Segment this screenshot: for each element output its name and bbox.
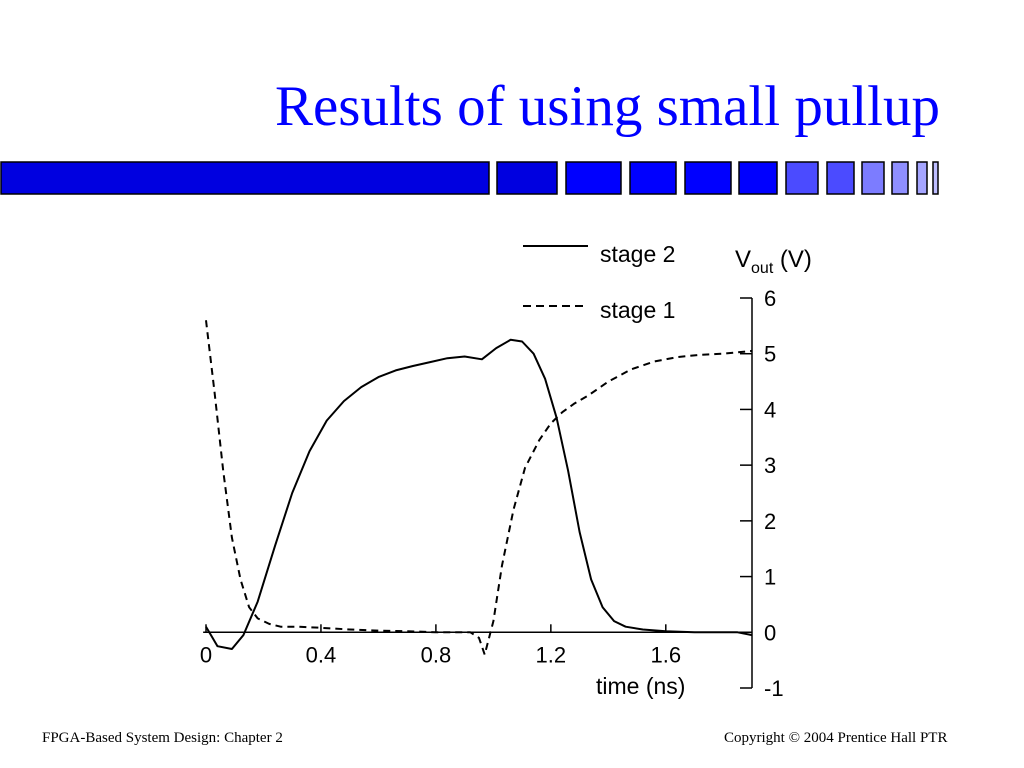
x-tick-label: 1.2 [536, 642, 567, 667]
title-bar-segment [932, 161, 939, 195]
y-axis-label: Vout (V) [735, 246, 812, 277]
y-tick-label: -1 [764, 676, 784, 701]
y-tick-label: 1 [764, 565, 776, 590]
y-tick-label: 3 [764, 453, 776, 478]
legend-label-stage-1: stage 1 [600, 297, 675, 323]
y-tick-label: 5 [764, 342, 776, 367]
title-bar-segment [861, 161, 885, 195]
title-bar-segment [891, 161, 909, 195]
series-line-stage-2 [205, 338, 753, 650]
title-bar-segment [826, 161, 855, 195]
y-axis-label-main: V [735, 246, 751, 273]
x-axis-label: time (ns) [596, 673, 685, 699]
x-tick-label: 0.4 [306, 642, 337, 667]
x-tick-label: 1.6 [650, 642, 681, 667]
title-bar-segment [496, 161, 558, 195]
decorative-title-bar [0, 161, 939, 195]
title-bar-segment [565, 161, 622, 195]
title-bar-segment [684, 161, 732, 195]
footer-right: Copyright © 2004 Prentice Hall PTR [724, 730, 948, 746]
title-bar-segment [916, 161, 928, 195]
title-bar-segment [738, 161, 778, 195]
y-tick-label: 4 [764, 397, 776, 422]
legend-label-stage-2: stage 2 [600, 241, 675, 267]
title-bar-segment [785, 161, 819, 195]
series-line-stage-1 [205, 320, 753, 656]
y-tick-label: 2 [764, 509, 776, 534]
y-axis-label-unit: (V) [773, 246, 812, 273]
y-tick-label: 6 [764, 286, 776, 311]
plot-area: -1 0 1 2 3 4 5 6 0 0.4 0.8 1.2 1.6 [200, 286, 784, 701]
y-axis-label-subscript: out [751, 260, 774, 277]
slide-title: Results of using small pullup [274, 75, 940, 138]
x-tick-label: 0 [200, 642, 212, 667]
legend: stage 2 stage 1 [523, 241, 675, 323]
footer-left: FPGA-Based System Design: Chapter 2 [42, 730, 283, 746]
title-bar-segment [0, 161, 490, 195]
x-tick-label: 0.8 [421, 642, 452, 667]
title-bar-segment [629, 161, 677, 195]
y-tick-label: 0 [764, 620, 776, 645]
